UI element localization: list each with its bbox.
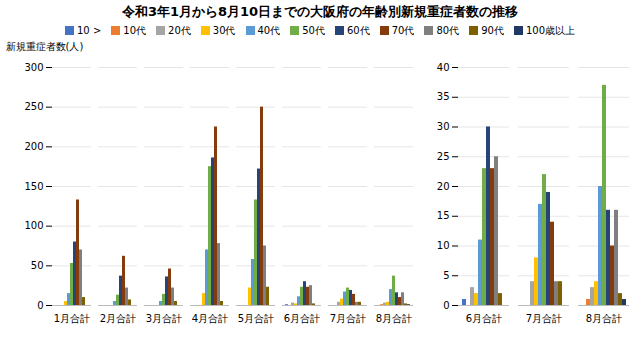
svg-text:8月合計: 8月合計 <box>376 313 412 324</box>
html-text:10 >: 10 > <box>77 25 102 36</box>
html-text:10代: 10代 <box>123 25 146 36</box>
svg-text:2月合計: 2月合計 <box>100 313 136 324</box>
svg-text:0: 0 <box>443 300 449 311</box>
svg-text:250: 250 <box>24 101 43 112</box>
svg-text:200: 200 <box>24 141 43 152</box>
svg-text:6月合計: 6月合計 <box>466 313 502 324</box>
svg-text:40: 40 <box>437 62 450 73</box>
svg-text:100: 100 <box>24 220 43 231</box>
html-text:40代: 40代 <box>257 25 281 36</box>
svg-text:30: 30 <box>437 121 450 132</box>
html-text:100歳以上: 100歳以上 <box>525 25 575 36</box>
svg-text:150: 150 <box>24 181 43 192</box>
svg-text:25: 25 <box>437 151 450 162</box>
svg-text:300: 300 <box>24 62 43 73</box>
svg-text:6月合計: 6月合計 <box>284 313 320 324</box>
svg-text:0: 0 <box>37 300 43 311</box>
html-text:20代: 20代 <box>168 25 191 36</box>
svg-text:35: 35 <box>437 91 450 102</box>
html-text:90代: 90代 <box>481 25 504 36</box>
svg-text:20: 20 <box>437 181 450 192</box>
svg-text:新規重症者数(人): 新規重症者数(人) <box>6 41 84 52</box>
svg-text:3月合計: 3月合計 <box>146 313 182 324</box>
html-text:30代: 30代 <box>212 25 236 36</box>
html-text:70代: 70代 <box>391 25 415 36</box>
svg-text:7月合計: 7月合計 <box>330 313 366 324</box>
html-text:50代: 50代 <box>302 25 325 36</box>
html-text:令和3年1月から8月10日までの大阪府の年齢別新規重症者数の: 令和3年1月から8月10日までの大阪府の年齢別新規重症者数の推移 <box>121 4 519 19</box>
html-text:60代: 60代 <box>347 25 370 36</box>
svg-text:15: 15 <box>437 210 450 221</box>
svg-text:4月合計: 4月合計 <box>192 313 228 324</box>
html-text:80代: 80代 <box>436 25 460 36</box>
svg-text:5月合計: 5月合計 <box>238 313 274 324</box>
svg-text:50: 50 <box>31 260 44 271</box>
svg-text:5: 5 <box>443 270 449 281</box>
svg-text:7月合計: 7月合計 <box>526 313 562 324</box>
svg-text:1月合計: 1月合計 <box>54 313 90 324</box>
svg-text:8月合計: 8月合計 <box>586 313 622 324</box>
svg-text:10: 10 <box>437 240 450 251</box>
